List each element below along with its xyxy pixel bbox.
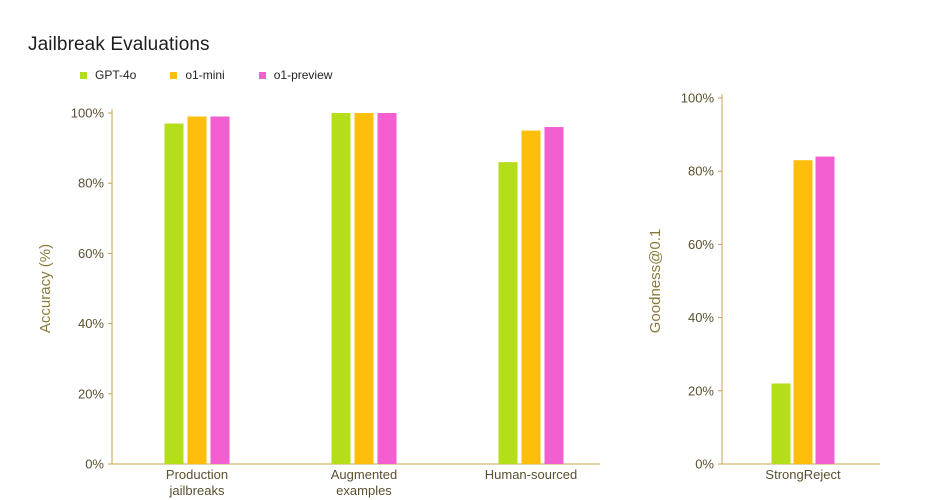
legend-label-o1-preview: o1-preview (273, 68, 333, 82)
y-tick-label: 0% (85, 457, 104, 472)
legend-swatch-o1-mini (170, 71, 178, 79)
legend-label-gpt-4o: GPT-4o (95, 68, 137, 82)
x-category-label: jailbreaks (169, 483, 225, 498)
chart-title: Jailbreak Evaluations (28, 34, 210, 55)
bar-o1-mini-strongreject (793, 160, 813, 464)
y-tick-label: 100% (71, 106, 105, 121)
y-tick-label: 60% (688, 237, 714, 252)
legend: GPT-4o o1-mini o1-preview (80, 68, 366, 82)
bar-o1-mini-production-jailbreaks (187, 116, 207, 464)
x-category-label: Augmented (331, 467, 398, 482)
y-tick-label: 40% (78, 316, 104, 331)
bar-o1-preview-production-jailbreaks (210, 116, 230, 464)
y-tick-label: 80% (688, 164, 714, 179)
y-tick-label: 20% (688, 383, 714, 398)
y-tick-label: 100% (681, 91, 715, 106)
legend-swatch-gpt-4o (80, 71, 87, 79)
bar-gpt-4o-production-jailbreaks (164, 123, 184, 464)
legend-item-o1-mini: o1-mini (170, 68, 225, 82)
legend-item-o1-preview: o1-preview (258, 68, 333, 82)
y-tick-label: 0% (695, 457, 714, 472)
bar-o1-mini-augmented-examples (354, 113, 374, 464)
legend-item-gpt-4o: GPT-4o (80, 68, 136, 82)
y-tick-label: 80% (78, 176, 104, 191)
x-category-label: Production (166, 467, 228, 482)
bar-o1-preview-human-sourced (544, 127, 564, 464)
y-tick-label: 60% (78, 246, 104, 261)
x-category-label: StrongReject (765, 467, 841, 482)
x-category-label: Human-sourced (485, 467, 578, 482)
y-tick-label: 40% (688, 310, 714, 325)
legend-label-o1-mini: o1-mini (185, 68, 225, 82)
y-axis-label-2: Goodness@0.1 (647, 229, 664, 333)
x-category-label: examples (336, 483, 392, 498)
bar-gpt-4o-strongreject (771, 383, 791, 464)
bar-gpt-4o-augmented-examples (331, 113, 351, 464)
bar-o1-preview-strongreject (815, 156, 835, 464)
legend-swatch-o1-preview (258, 71, 266, 79)
y-axis-label-1: Accuracy (%) (37, 244, 54, 333)
bar-gpt-4o-human-sourced (498, 162, 518, 464)
bar-o1-mini-human-sourced (521, 130, 541, 465)
bar-o1-preview-augmented-examples (377, 113, 397, 464)
y-tick-label: 20% (78, 386, 104, 401)
